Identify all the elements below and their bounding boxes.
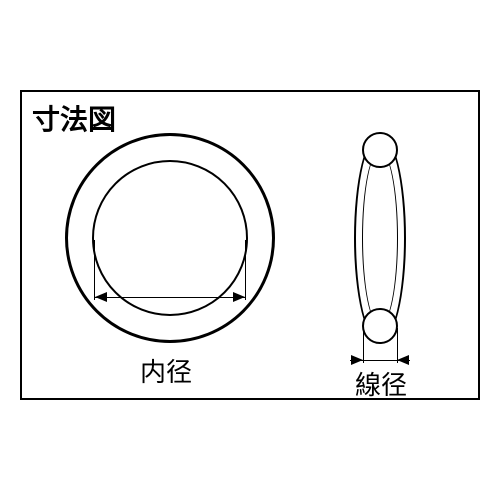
wire-dim-arrow-right xyxy=(397,355,409,365)
inner-dim-ext-left xyxy=(94,240,95,300)
inner-diameter-label: 内径 xyxy=(140,352,192,389)
inner-dim-arrow-left xyxy=(95,292,107,302)
inner-dim-ext-right xyxy=(245,240,246,300)
wire-diameter-label: 線径 xyxy=(355,365,407,402)
side-ellipse-inner xyxy=(362,150,398,326)
diagram-title: 寸法図 xyxy=(32,98,116,138)
cross-section-top xyxy=(362,132,398,168)
cross-section-bottom xyxy=(362,308,398,344)
inner-dim-arrow-right xyxy=(233,292,245,302)
wire-dim-arrow-left xyxy=(351,355,363,365)
wire-dim-ext-left xyxy=(363,328,364,363)
inner-diameter-line xyxy=(95,297,245,298)
ring-inner-circle xyxy=(92,160,248,316)
diagram-container: 寸法図 内径 線径 xyxy=(0,0,500,500)
